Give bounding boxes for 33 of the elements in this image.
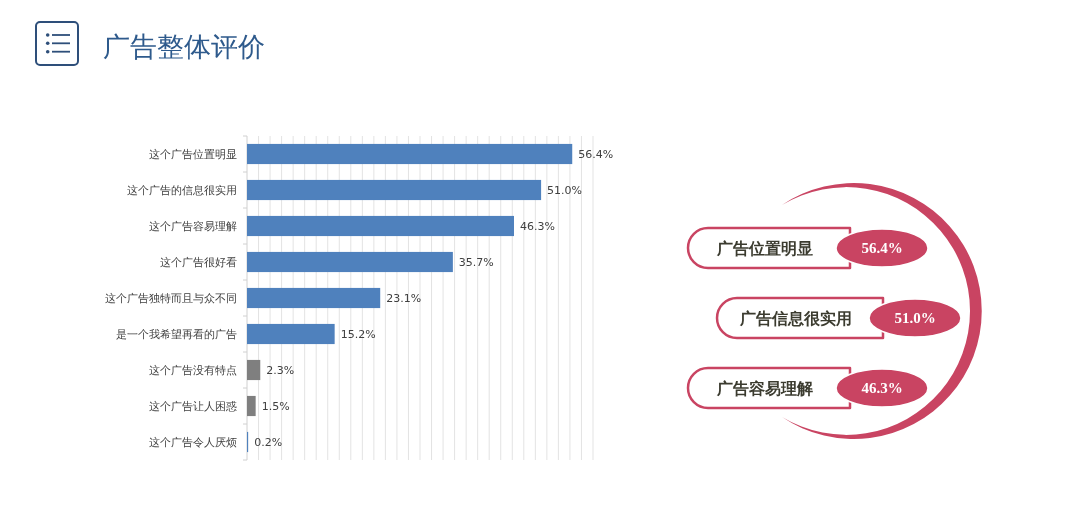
data-label: 56.4%	[861, 240, 903, 257]
chart-title: 广告整体评价	[103, 31, 265, 62]
y-tick-label: 这个广告的信息很实用	[127, 183, 237, 197]
data-label: 56.4%	[578, 147, 614, 161]
y-tick-label: 这个广告没有特点	[149, 363, 237, 377]
category-label: 广告位置明显	[716, 238, 813, 258]
bar	[247, 395, 256, 417]
y-tick-label: 是一个我希望再看的广告	[116, 327, 237, 341]
bar	[247, 143, 573, 165]
data-label: 51.0%	[894, 310, 936, 327]
data-label: 51.0%	[547, 183, 583, 197]
data-label: 46.3%	[520, 219, 555, 233]
bar	[247, 323, 335, 345]
data-label: 35.7%	[458, 255, 494, 269]
y-tick-label: 这个广告位置明显	[149, 147, 237, 161]
data-label: 23.1%	[386, 291, 422, 305]
data-label: 1.5%	[261, 399, 290, 413]
bar	[247, 215, 514, 237]
y-tick-label: 这个广告容易理解	[149, 219, 237, 233]
bar	[247, 179, 542, 201]
y-tick-label: 这个广告独特而且与众不同	[105, 291, 237, 305]
y-tick-label: 这个广告让人困惑	[149, 399, 237, 413]
data-label: 0.2%	[254, 435, 283, 449]
y-tick-label: 这个广告令人厌烦	[149, 435, 237, 449]
bar	[247, 359, 261, 381]
bar	[247, 251, 453, 273]
data-label: 46.3%	[861, 380, 903, 397]
category-label: 广告信息很实用	[739, 308, 852, 328]
category-label: 广告容易理解	[716, 378, 813, 398]
data-label: 2.3%	[266, 363, 295, 377]
bar	[247, 287, 381, 309]
y-tick-label: 这个广告很好看	[160, 255, 237, 269]
data-label: 15.2%	[340, 327, 376, 341]
